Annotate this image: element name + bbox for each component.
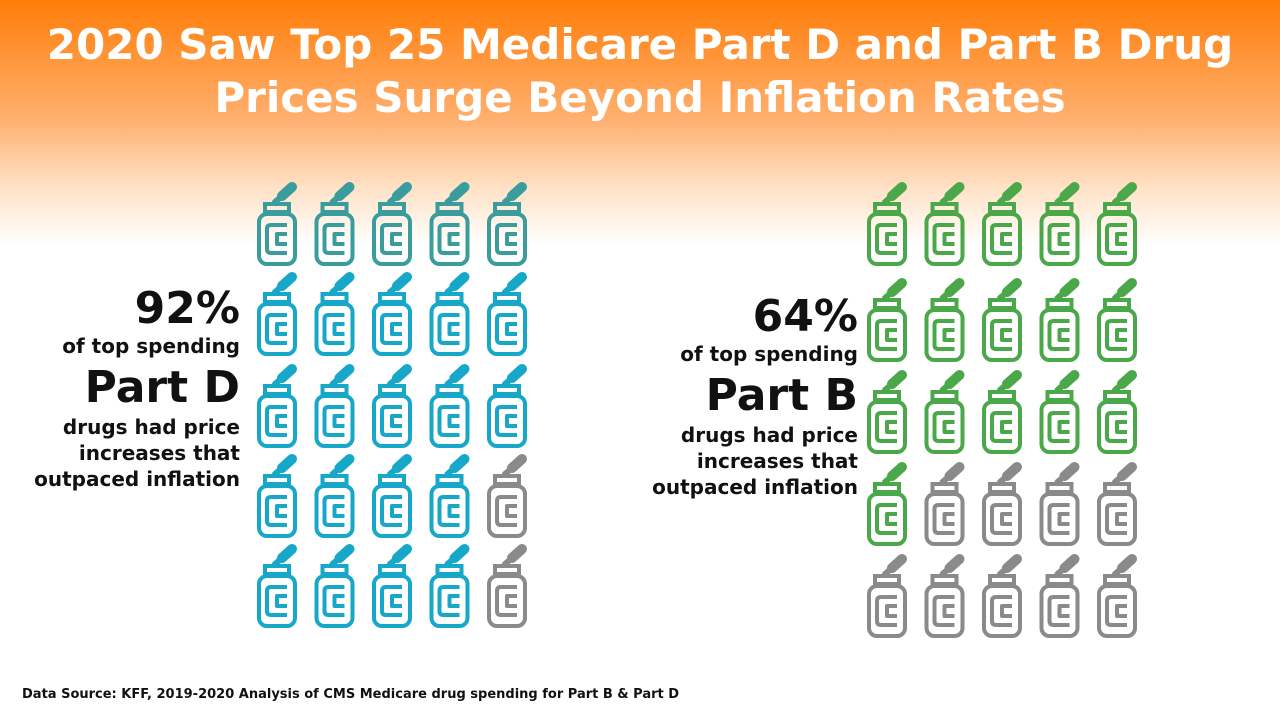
part-d-icon-r3-c5 <box>487 364 527 448</box>
part-b-icon-r2-c1 <box>867 278 907 362</box>
part-d-icon-r1-c4 <box>429 182 470 266</box>
part-b-desc-3: outpaced inflation <box>652 475 858 499</box>
part-d-icon-r3-c1 <box>257 364 297 448</box>
part-d-icon-r1-c3 <box>372 182 412 266</box>
part-b-text: 64% of top spending Part B drugs had pri… <box>600 291 858 500</box>
part-b-icon-r4-c2 <box>924 462 965 546</box>
part-d-desc-2: increases that <box>78 441 240 465</box>
part-d-percent: 92% <box>134 283 240 334</box>
part-b-icon-r4-c5 <box>1097 462 1137 546</box>
part-d-icon-r4-c2 <box>314 454 355 538</box>
part-b-icon-grid <box>867 182 1137 638</box>
part-b-icon-r3-c1 <box>867 370 907 454</box>
part-d-subtitle: of top spending <box>62 334 240 358</box>
part-b-icon-r1-c2 <box>924 182 965 266</box>
part-b-icon-r2-c4 <box>1039 278 1080 362</box>
part-b-label: Part B <box>705 370 858 421</box>
part-b-icon-r4-c3 <box>982 462 1022 546</box>
title-line-2: Prices Surge Beyond Inflation Rates <box>214 73 1066 122</box>
data-source: Data Source: KFF, 2019-2020 Analysis of … <box>22 687 680 702</box>
part-d-desc-3: outpaced inflation <box>34 467 240 491</box>
part-b-icon-r1-c1 <box>867 182 907 266</box>
part-b-icon-r1-c4 <box>1039 182 1080 266</box>
part-d-icon-r4-c1 <box>257 454 297 538</box>
part-b-icon-r1-c5 <box>1097 182 1137 266</box>
part-d-icon-r2-c5 <box>487 272 527 356</box>
part-b-icon-r5-c5 <box>1097 554 1137 638</box>
part-d-icon-r2-c1 <box>257 272 297 356</box>
part-d-icon-r2-c3 <box>372 272 412 356</box>
part-d-icon-grid <box>257 182 527 628</box>
part-d-icon-r1-c2 <box>314 182 355 266</box>
part-b-icon-r2-c2 <box>924 278 965 362</box>
part-b-percent: 64% <box>752 291 858 342</box>
chart-title: 2020 Saw Top 25 Medicare Part D and Part… <box>0 18 1280 124</box>
part-d-icon-r5-c5 <box>487 544 527 628</box>
title-line-1: 2020 Saw Top 25 Medicare Part D and Part… <box>46 20 1234 69</box>
part-d-icon-r5-c2 <box>314 544 355 628</box>
part-b-icon-r5-c1 <box>867 554 907 638</box>
part-b-icon-r5-c4 <box>1039 554 1080 638</box>
part-b-icon-r4-c4 <box>1039 462 1080 546</box>
part-d-icon-r1-c1 <box>257 182 297 266</box>
part-b-subtitle: of top spending <box>680 342 858 366</box>
part-b-icon-r5-c3 <box>982 554 1022 638</box>
part-d-icon-r5-c4 <box>429 544 470 628</box>
part-d-icon-r5-c1 <box>257 544 297 628</box>
part-d-icon-r4-c3 <box>372 454 412 538</box>
part-b-icon-r3-c4 <box>1039 370 1080 454</box>
part-d-icon-r3-c4 <box>429 364 470 448</box>
part-d-icon-r2-c4 <box>429 272 470 356</box>
part-b-desc-2: increases that <box>696 449 858 473</box>
part-b-icon-r4-c1 <box>867 462 907 546</box>
part-d-label: Part D <box>84 362 240 413</box>
part-b-icon-r1-c3 <box>982 182 1022 266</box>
part-b-icon-r3-c2 <box>924 370 965 454</box>
part-d-icon-r2-c2 <box>314 272 355 356</box>
part-b-icon-r2-c3 <box>982 278 1022 362</box>
part-d-icon-r1-c5 <box>487 182 527 266</box>
part-b-icon-r3-c5 <box>1097 370 1137 454</box>
part-d-desc-1: drugs had price <box>62 415 240 439</box>
part-b-desc-1: drugs had price <box>680 423 858 447</box>
part-d-text: 92% of top spending Part D drugs had pri… <box>20 283 240 492</box>
part-d-icon-r3-c3 <box>372 364 412 448</box>
part-d-icon-r3-c2 <box>314 364 355 448</box>
part-b-icon-r2-c5 <box>1097 278 1137 362</box>
part-b-icon-r3-c3 <box>982 370 1022 454</box>
part-d-icon-r4-c5 <box>487 454 527 538</box>
part-b-icon-r5-c2 <box>924 554 965 638</box>
part-d-icon-r5-c3 <box>372 544 412 628</box>
part-d-icon-r4-c4 <box>429 454 470 538</box>
